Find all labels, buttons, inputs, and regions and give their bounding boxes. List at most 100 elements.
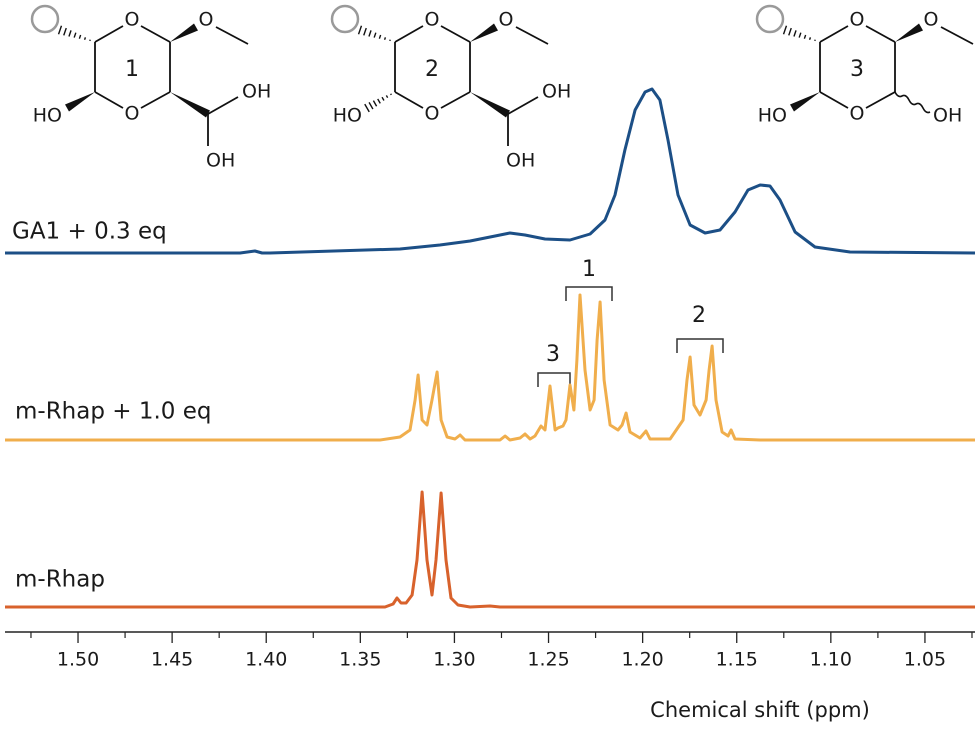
bond [440, 91, 471, 109]
bond [215, 26, 249, 45]
atom-label: 2 [425, 57, 439, 82]
atom-label: O [850, 103, 865, 125]
bond [865, 91, 896, 109]
highlight-circle [30, 4, 60, 34]
bond [94, 91, 124, 109]
spectrum-line [5, 490, 975, 609]
series-label: GA1 + 0.3 eq [12, 219, 167, 245]
bond [394, 25, 424, 43]
bond [507, 96, 539, 115]
atom-label: HO [758, 105, 787, 127]
bond [819, 91, 849, 109]
hash-bond [73, 32, 77, 38]
bond [394, 91, 424, 109]
bond [865, 25, 896, 43]
hash-bond [390, 93, 392, 96]
annotation: 2 [692, 303, 706, 328]
atom-label: OH [542, 81, 571, 103]
atom-label: O [425, 9, 440, 31]
annotation: 3 [546, 342, 560, 367]
x-tick-label: 1.20 [621, 649, 663, 671]
bracket [537, 372, 571, 387]
x-tick-label: 1.50 [57, 649, 99, 671]
hash-bond [357, 25, 363, 35]
highlight-circle [755, 4, 785, 34]
highlight-circle [330, 4, 360, 34]
hash-bond [383, 37, 387, 41]
hash-bond [798, 32, 802, 38]
hash-bond [368, 30, 372, 37]
hash-bond [368, 102, 374, 110]
hash-bond [793, 30, 797, 37]
hash-bond [57, 25, 63, 35]
wedge-bond [470, 92, 511, 118]
x-axis-label: Chemical shift (ppm) [650, 698, 870, 722]
annotation-brackets [537, 286, 724, 387]
hash-bond [808, 37, 812, 41]
hash-bond [363, 27, 367, 36]
series-label: m-Rhap + 1.0 eq [15, 399, 212, 425]
hash-bond [78, 34, 82, 39]
atom-label: O [125, 9, 140, 31]
wedge-bond [470, 23, 498, 42]
spectrum-line [5, 293, 975, 442]
hash-bond [803, 34, 807, 39]
wavy-bond [894, 91, 931, 114]
atom-label: OH [242, 81, 271, 103]
atom-label: O [499, 9, 514, 31]
series-label: m-Rhap [15, 567, 105, 593]
hash-bond [364, 103, 370, 113]
bracket [565, 286, 613, 301]
atom-label: O [850, 9, 865, 31]
atom-label: HO [33, 105, 62, 127]
hash-bond [378, 34, 382, 39]
atom-label: 3 [850, 57, 864, 82]
hash-bond [372, 100, 378, 107]
hash-bond [782, 25, 788, 35]
hash-bond [83, 37, 87, 41]
atom-label: HO [333, 105, 362, 127]
x-tick-label: 1.35 [339, 649, 381, 671]
x-tick-label: 1.05 [904, 649, 946, 671]
atom-label: O [425, 103, 440, 125]
bond [140, 25, 171, 43]
hash-bond [788, 27, 792, 36]
hash-bond [63, 27, 67, 36]
atom-label: O [199, 9, 214, 31]
hash-bond [373, 32, 377, 38]
structure: O O 2 O HO OH OH [330, 4, 571, 172]
bond [94, 25, 124, 43]
hash-bond [377, 98, 381, 104]
wedge-bond [170, 23, 198, 42]
hash-bond [68, 30, 72, 37]
structure: O O 1 O HO OH OH [30, 4, 271, 172]
spectrum-line [5, 87, 976, 255]
x-tick-label: 1.25 [527, 649, 569, 671]
atom-label: OH [933, 105, 962, 127]
wedge-bond [65, 92, 95, 112]
bond [140, 91, 171, 109]
atom-label: 1 [125, 57, 139, 82]
atom-label: OH [506, 150, 535, 172]
x-tick-label: 1.10 [810, 649, 852, 671]
bond [515, 26, 549, 45]
bond [940, 26, 974, 45]
x-tick-label: 1.45 [151, 649, 193, 671]
atom-label: OH [206, 150, 235, 172]
hash-bond [381, 96, 385, 101]
x-tick-label: 1.40 [245, 649, 287, 671]
bracket [676, 338, 724, 353]
hash-bond [385, 95, 389, 99]
bond [440, 25, 471, 43]
atom-label: O [924, 9, 939, 31]
annotation: 1 [582, 257, 596, 282]
bond [819, 25, 849, 43]
x-tick-label: 1.15 [716, 649, 758, 671]
wedge-bond [895, 23, 923, 42]
x-tick-label: 1.30 [433, 649, 475, 671]
wedge-bond [790, 92, 820, 112]
wedge-bond [170, 92, 211, 118]
